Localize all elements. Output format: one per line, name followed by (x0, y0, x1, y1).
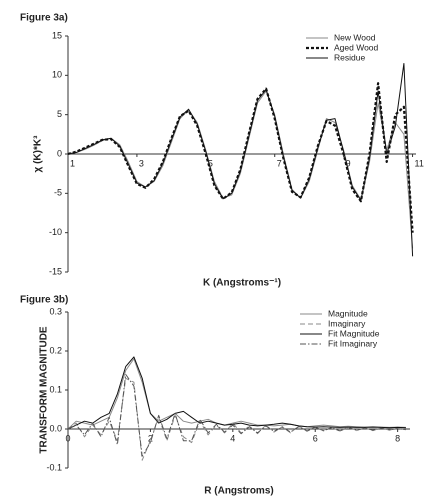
y-tick-label: -15 (49, 266, 62, 276)
y-tick-label: 5 (57, 109, 62, 119)
x-tick-label: 5 (208, 158, 213, 168)
y-tick-label: -5 (54, 188, 62, 198)
x-tick-label: 9 (346, 158, 351, 168)
legend-label: Magnitude (328, 308, 368, 318)
y-tick-label: 15 (52, 30, 62, 40)
y-tick-label: 0.0 (49, 423, 62, 433)
series-line (67, 358, 406, 430)
legend-label: New Wood (334, 32, 376, 42)
x-axis-title: K (Angstroms⁻¹) (203, 278, 281, 289)
chart-title: Figure 3b) (20, 295, 68, 306)
x-tick-label: 0 (65, 433, 70, 443)
y-axis-title: TRANSFORM MAGNITUDE (39, 326, 50, 454)
legend-label: Aged Wood (334, 42, 379, 52)
legend-label: Fit Magnitude (328, 328, 380, 338)
y-tick-label: 0.1 (49, 384, 62, 394)
series-line (67, 373, 406, 457)
legend-label: Imaginary (328, 318, 366, 328)
y-tick-label: -10 (49, 227, 62, 237)
x-tick-label: 11 (415, 158, 424, 168)
x-tick-label: 8 (395, 433, 400, 443)
series-line (67, 63, 414, 257)
x-axis-title: R (Angstroms) (204, 486, 273, 497)
chart-title: Figure 3a) (20, 13, 68, 24)
series-line (67, 90, 414, 249)
y-tick-label: 0.3 (49, 306, 62, 316)
y-tick-label: 0 (57, 148, 62, 158)
y-tick-label: -0.1 (46, 462, 62, 472)
y-tick-label: 10 (52, 70, 62, 80)
series-line (67, 82, 414, 233)
legend-label: Residue (334, 52, 365, 62)
x-tick-label: 3 (139, 158, 144, 168)
legend-label: Fit Imaginary (328, 338, 378, 348)
x-tick-label: 7 (277, 158, 282, 168)
y-tick-label: 0.2 (49, 345, 62, 355)
x-tick-label: 4 (230, 433, 235, 443)
x-tick-label: 6 (313, 433, 318, 443)
y-axis-title: χ (K)*K³ (33, 135, 44, 173)
x-tick-label: 1 (70, 158, 75, 168)
series-line (67, 356, 406, 430)
x-tick-label: 2 (148, 433, 153, 443)
